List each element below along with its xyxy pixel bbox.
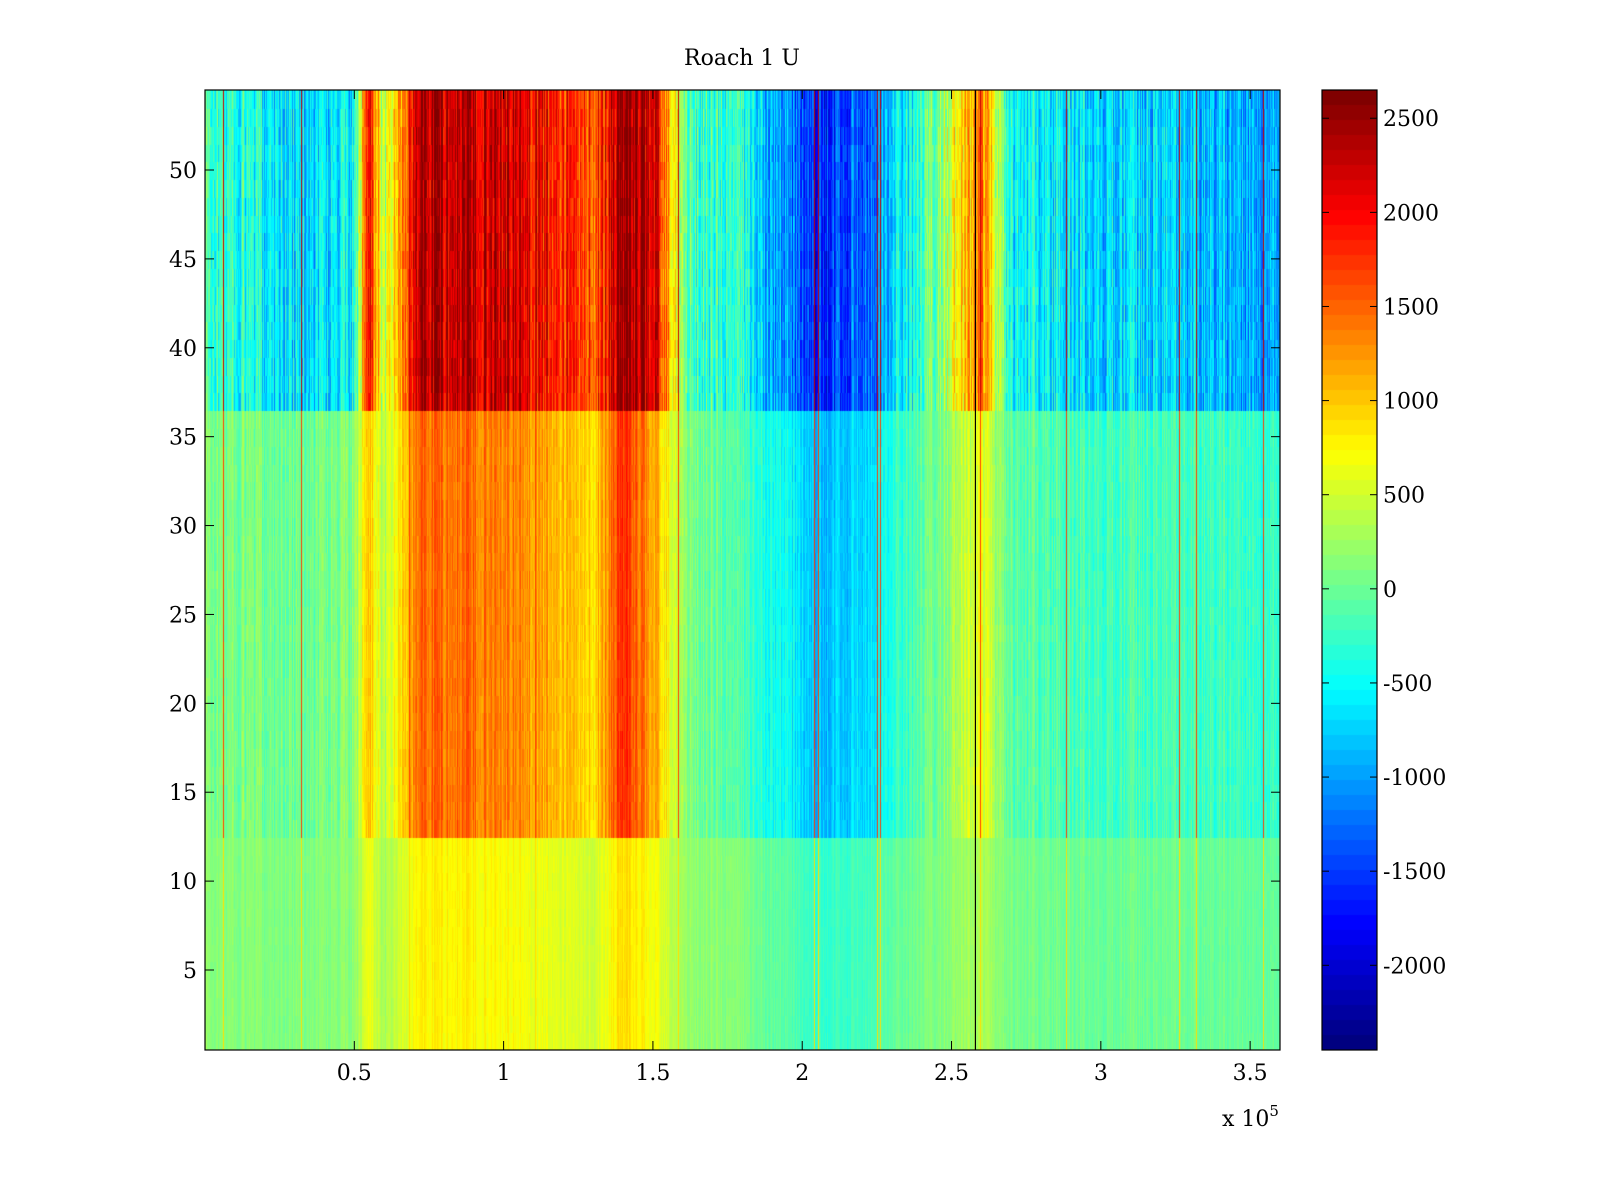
heatmap-image [205, 90, 1280, 1050]
y-tick-label: 40 [169, 337, 197, 362]
x-tick-label: 0.5 [337, 1061, 372, 1086]
x-tick-label: 2.5 [934, 1061, 969, 1086]
y-tick-label: 50 [169, 159, 197, 184]
x-tick-label: 3 [1094, 1061, 1108, 1086]
x-tick-label: 2 [795, 1061, 809, 1086]
colorbar-tick-label: 500 [1383, 484, 1425, 509]
colorbar-tick-label: 2000 [1383, 201, 1439, 226]
y-axis-ticks: 5 10 15 20 25 30 35 40 45 50 [169, 159, 1280, 984]
colorbar-tick-label: 2500 [1383, 107, 1439, 132]
x-axis-ticks: 0.5 1 1.5 2 2.5 3 3.5 [337, 90, 1268, 1086]
x-tick-label: 3.5 [1233, 1061, 1268, 1086]
colorbar-tick-label: -1500 [1383, 860, 1446, 885]
colorbar-image [1322, 90, 1377, 1050]
colorbar-tick-label: -2000 [1383, 954, 1446, 979]
colorbar-tick-label: 1500 [1383, 295, 1439, 320]
y-tick-label: 15 [169, 781, 197, 806]
colorbar-tick-label: -500 [1383, 672, 1432, 697]
y-tick-label: 45 [169, 248, 197, 273]
colorbar-tick-label: 0 [1383, 578, 1397, 603]
y-tick-label: 10 [169, 870, 197, 895]
x-multiplier-exponent: 5 [1269, 1102, 1279, 1120]
y-tick-label: 35 [169, 426, 197, 451]
colorbar-ticks: 2500 2000 1500 1000 500 0 -500 -1000 -1500 -2000 [1322, 107, 1446, 979]
y-tick-label: 30 [169, 515, 197, 540]
x-tick-label: 1 [497, 1061, 511, 1086]
y-tick-label: 20 [169, 692, 197, 717]
colorbar-frame [1321, 89, 1378, 1051]
x-multiplier-base: x 10 [1222, 1107, 1269, 1132]
colorbar-tick-label: -1000 [1383, 766, 1446, 791]
plot-frame [204, 89, 1281, 1051]
y-tick-label: 5 [183, 959, 197, 984]
x-multiplier: x 105 [1222, 1102, 1279, 1132]
x-tick-label: 1.5 [635, 1061, 670, 1086]
chart-title: Roach 1 U [684, 46, 800, 71]
y-tick-label: 25 [169, 603, 197, 628]
colorbar-tick-label: 1000 [1383, 390, 1439, 415]
